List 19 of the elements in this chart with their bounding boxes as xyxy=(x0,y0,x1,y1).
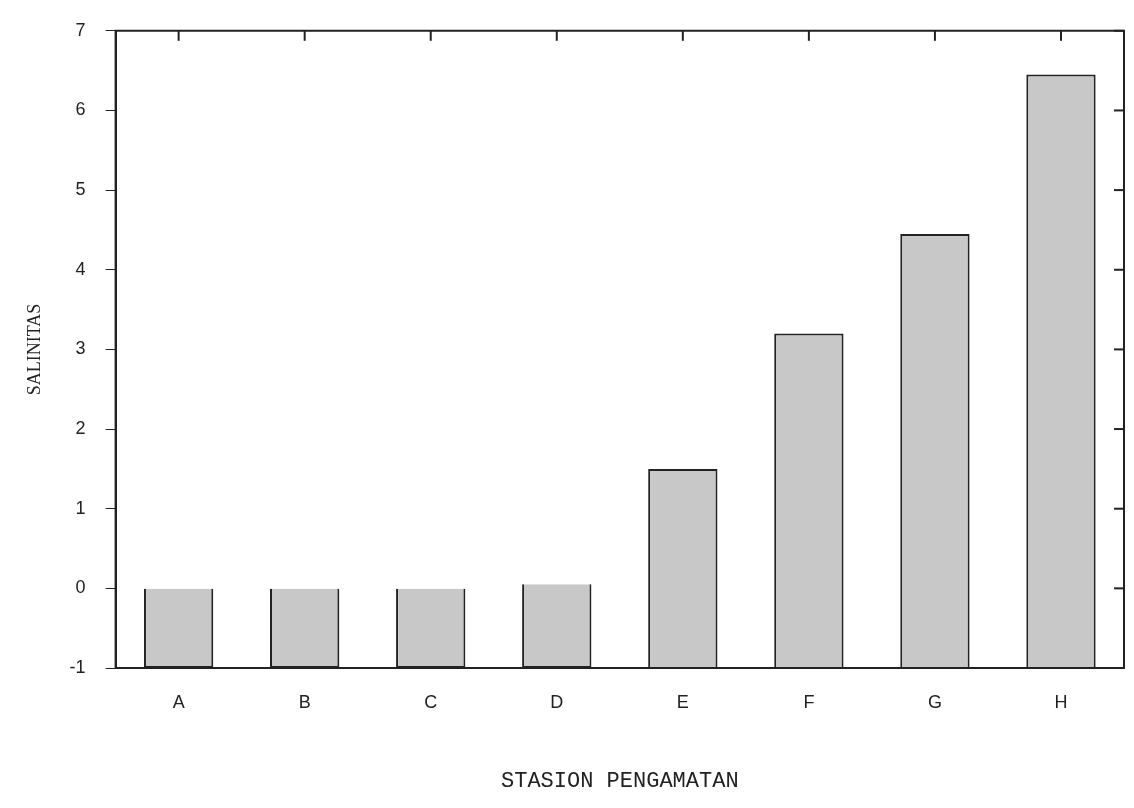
y-tick-label: 6 xyxy=(75,99,86,120)
y-axis-title: SALINITAS xyxy=(23,303,44,396)
x-tick-label: C xyxy=(424,691,438,712)
y-tick-label: 2 xyxy=(75,418,86,439)
x-tick-label: A xyxy=(172,691,185,712)
y-tick-label: 4 xyxy=(75,258,86,279)
x-tick-label: D xyxy=(550,691,564,712)
x-tick-label: G xyxy=(927,691,942,712)
x-tick-label: H xyxy=(1054,691,1068,712)
y-tick-label: 1 xyxy=(75,497,86,518)
x-tick-label: F xyxy=(803,691,815,712)
x-axis-title: STASION PENGAMATAN xyxy=(500,768,739,794)
y-tick-label: 5 xyxy=(75,179,86,200)
y-tick-label: 7 xyxy=(75,19,86,40)
x-tick-label: E xyxy=(676,691,689,712)
y-tick-label: 3 xyxy=(75,338,86,359)
y-tick-label: -1 xyxy=(69,656,86,677)
y-tick-label: 0 xyxy=(75,577,86,598)
x-tick-label: B xyxy=(298,691,311,712)
